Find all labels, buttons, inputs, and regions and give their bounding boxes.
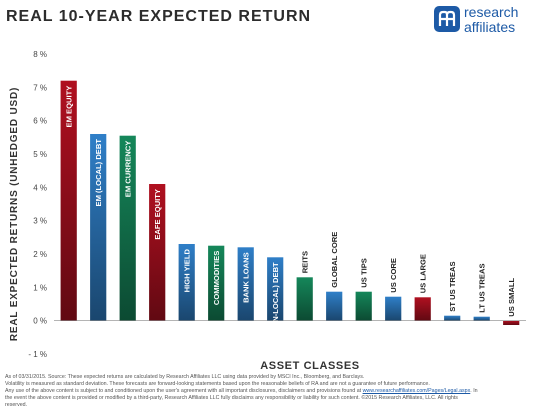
footnote-line-3-start: Any use of the above content is subject … [5,388,363,395]
bar-category-label: EM (NON-LOCAL) DEBT [271,262,280,349]
y-tick-label: 0 % [33,317,47,326]
bar-category-label: EM (LOCAL) DEBT [94,139,103,207]
bar-category-label: REITS [301,251,310,273]
bar-category-label: EM EQUITY [65,86,74,128]
y-tick-label: 6 % [33,117,47,126]
bar-st-us-treas [444,315,461,321]
footnote-line-3-end: . In [470,388,478,395]
bar-us-core [385,296,402,321]
y-tick-label: 8 % [33,50,47,59]
y-tick-label: - 1 % [28,350,47,359]
footnote-line-1: As of 03/31/2015. Source: These expected… [5,374,365,380]
research-affiliates-logo: research affiliates [434,3,534,39]
bar-high-yield [178,244,195,321]
bar-category-label: BANK LOANS [242,252,251,303]
y-axis-label: REAL EXPECTED RETURNS (UNHEDGED USD) [9,87,20,341]
bar-us-small [503,320,520,325]
footnote-line-5: reserved. [5,402,28,409]
logo-mark-icon [434,6,460,32]
bar-us-large [414,297,431,321]
bar-em-non-local-debt [267,257,284,321]
y-tick-label: 7 % [33,83,47,92]
y-tick-label: 4 % [33,183,47,192]
bar-em-local-debt [90,134,107,321]
bar-reits [296,277,313,321]
bar-category-label: GLOBAL CORE [330,232,339,288]
bar-category-label: US LARGE [419,254,428,293]
bar-global-core [326,291,343,321]
y-tick-label: 2 % [33,250,47,259]
y-axis-ticks: 8 % 7 % 6 % 5 % 4 % 3 % 2 % 1 % 0 % - 1 % [28,50,47,359]
bar-em-equity [60,80,77,321]
bar-us-tips [355,291,372,321]
footnote-line-4: the event the above content is provided … [5,395,458,402]
bar-category-label: COMMODITIES [212,251,221,305]
bar-category-label: US TIPS [360,258,369,288]
bar-category-label: US CORE [389,258,398,293]
bar-labels: EM EQUITY EM (LOCAL) DEBT EM CURRENCY EAFE … [65,86,517,350]
footnote-line-3: Any use of the above content is subject … [5,388,537,395]
bar-lt-us-treas [473,316,490,321]
bars [60,80,520,325]
y-tick-label: 5 % [33,150,47,159]
bar-category-label: ST US TREAS [448,261,457,311]
legal-link[interactable]: www.researchaffiliates.com/Pages/Legal.a… [362,388,471,395]
bar-em-currency [119,135,136,321]
bar-category-label: EM CURRENCY [124,141,133,198]
bar-category-label: EAFE EQUITY [153,189,162,240]
chart-title: REAL 10-YEAR EXPECTED RETURN [6,8,312,25]
y-tick-label: 1 % [33,283,47,292]
logo-text-affiliates: affiliates [464,19,516,35]
bar-category-label: LT US TREAS [478,263,487,312]
x-axis-label: ASSET CLASSES [260,360,360,372]
logo-text-research: research [464,4,519,20]
bar-eafe-equity [149,184,166,321]
bar-bank-loans [237,247,254,321]
y-tick-label: 3 % [33,217,47,226]
bar-commodities [208,245,225,321]
footnote-line-2: Volatility is measured as standard devia… [5,381,430,388]
bar-category-label: US SMALL [507,278,516,317]
bar-category-label: HIGH YIELD [183,248,192,292]
footnote: As of 03/31/2015. Source: These expected… [5,374,537,409]
